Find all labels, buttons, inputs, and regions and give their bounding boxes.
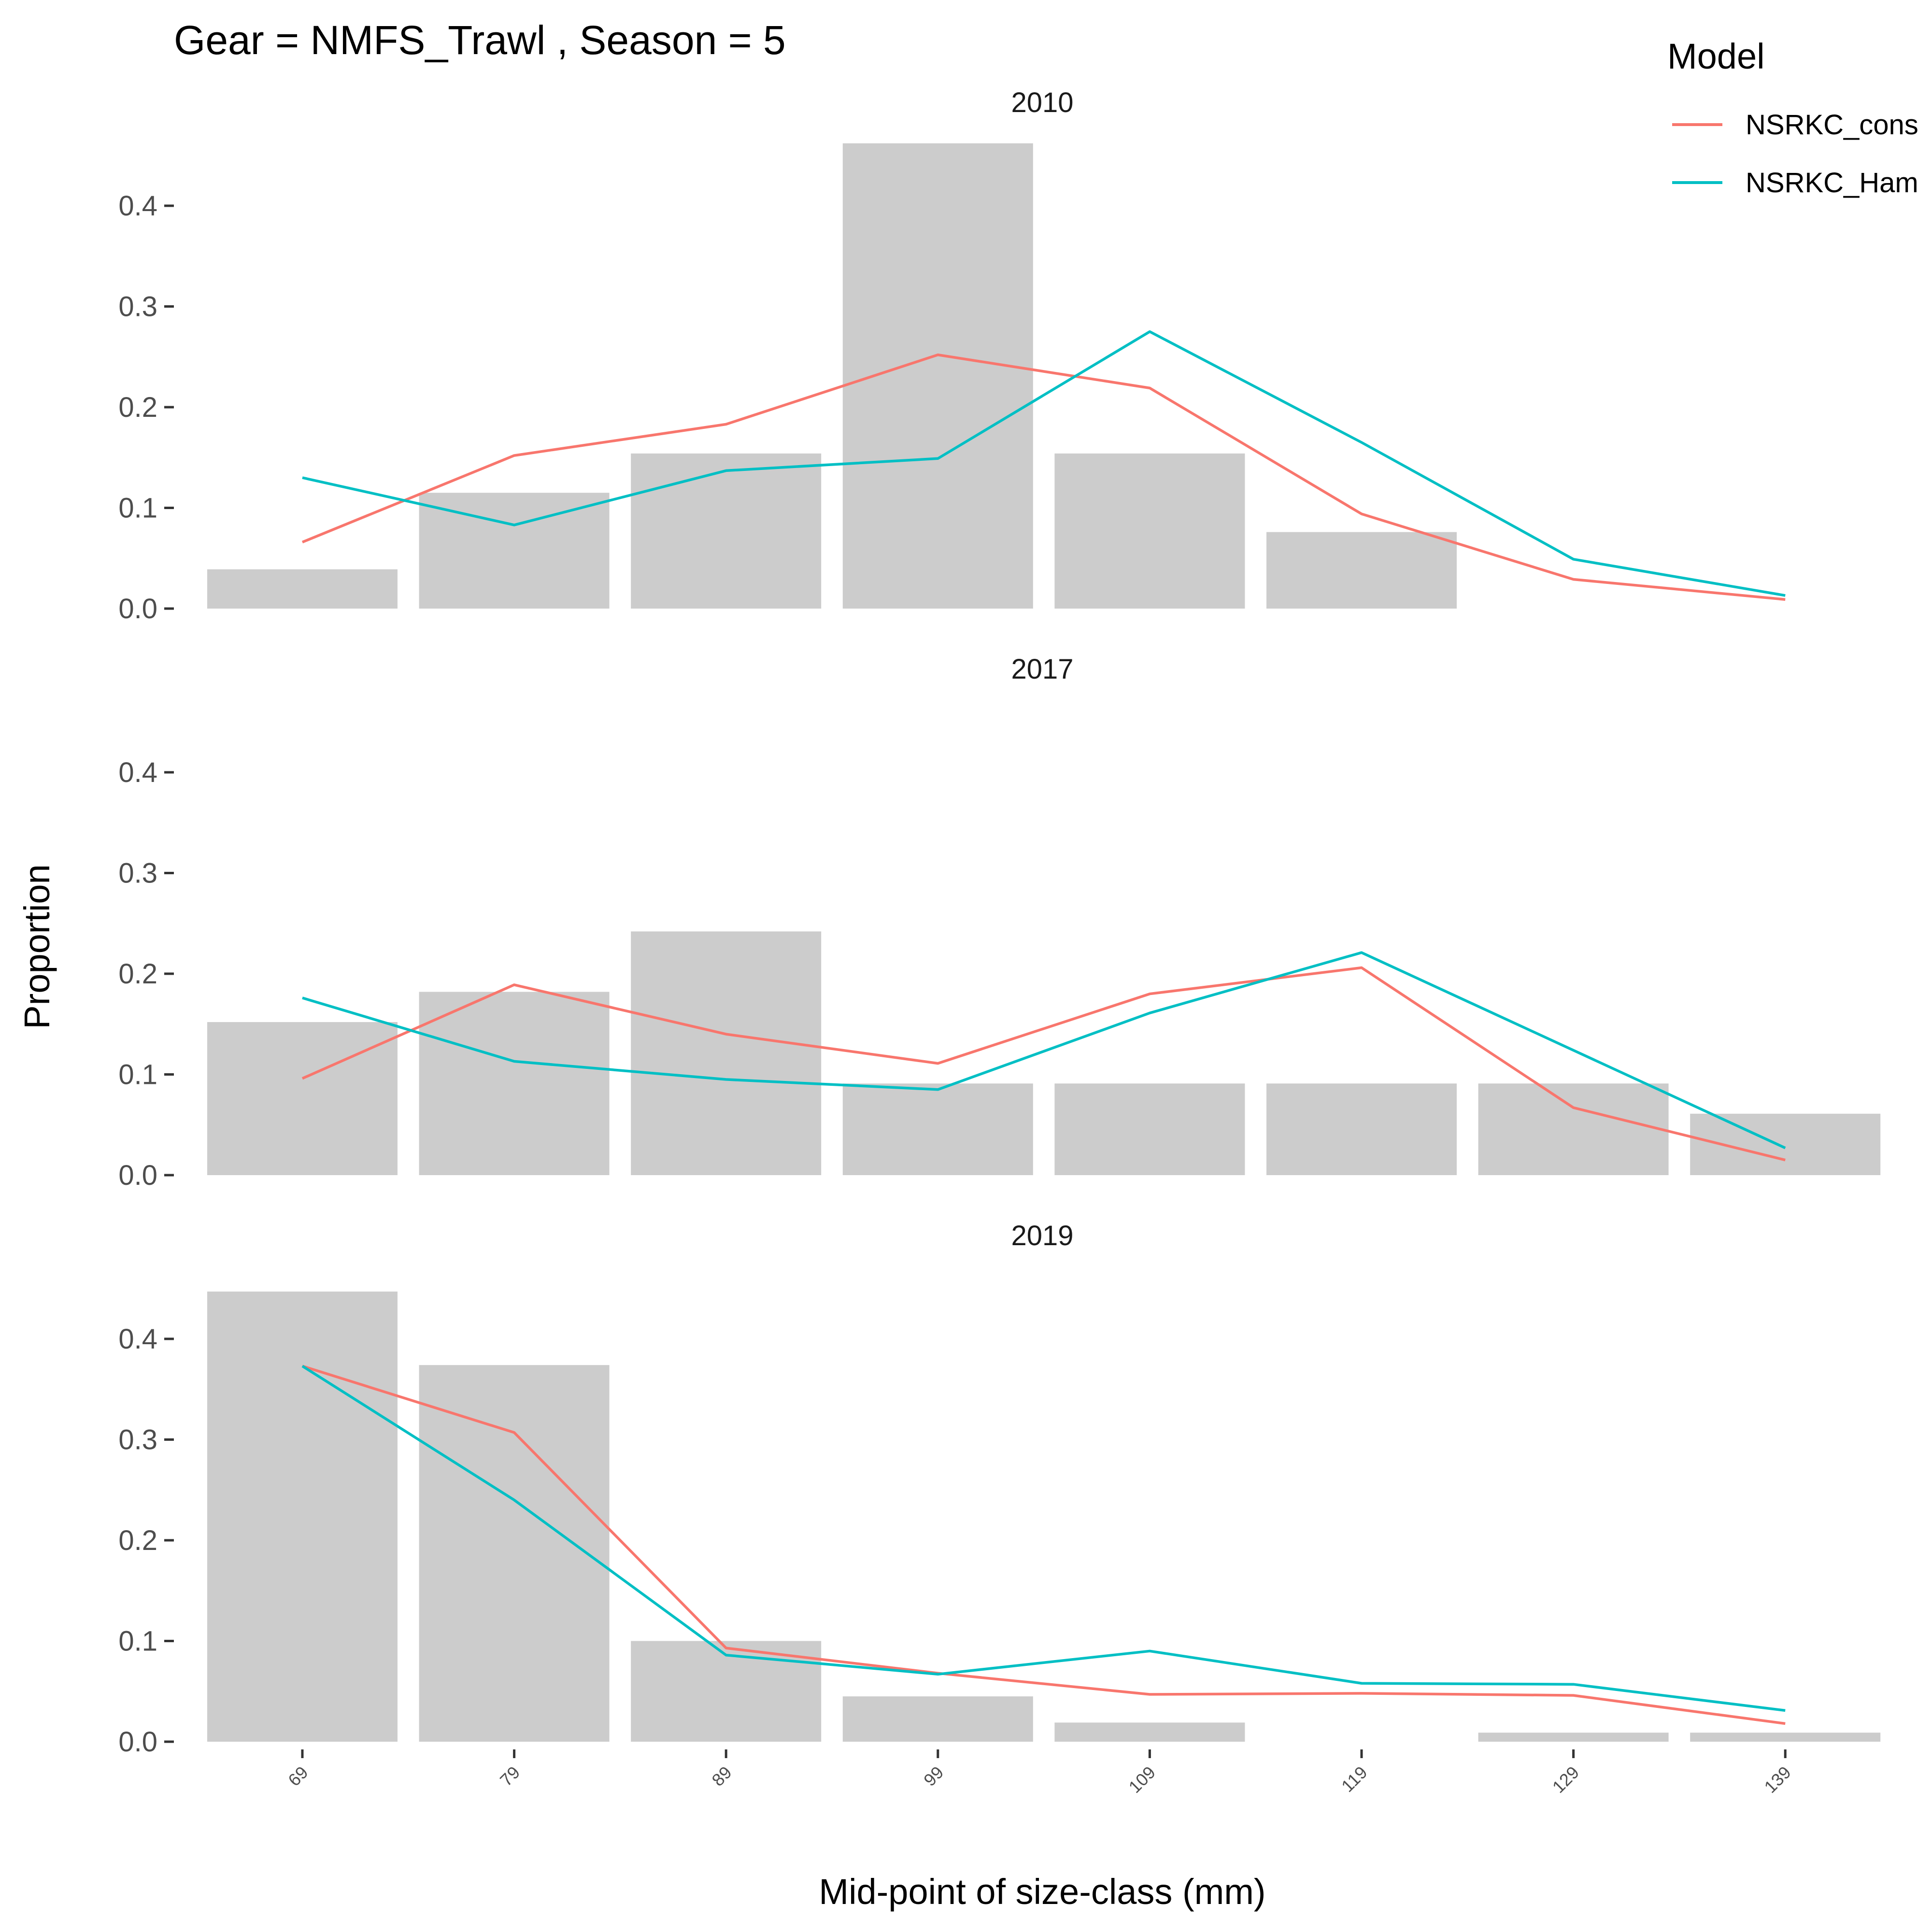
bar-69	[207, 569, 398, 609]
legend-label: NSRKC_Ham	[1746, 167, 1918, 199]
chart-title: Gear = NMFS_Trawl , Season = 5	[174, 17, 786, 63]
y-tick-label: 0.2	[118, 958, 157, 990]
bar-99	[842, 1083, 1033, 1175]
bar-129	[1478, 1083, 1669, 1175]
series-line-NSRKC_Ham	[302, 951, 1786, 1150]
bar-99	[842, 1696, 1033, 1742]
panel-label: 2010	[1011, 87, 1073, 118]
bar-109	[1054, 1083, 1245, 1175]
bar-139	[1690, 1733, 1881, 1742]
y-tick-label: 0.0	[118, 1726, 157, 1758]
bar-109	[1054, 1722, 1245, 1742]
x-tick-label: 109	[1125, 1762, 1159, 1797]
series-line-NSRKC_cons	[301, 353, 1786, 601]
y-tick-label: 0.4	[118, 1323, 157, 1355]
x-axis: 69 79 89 99 109 119 129 139	[284, 1749, 1795, 1797]
y-tick-label: 0.2	[118, 392, 157, 423]
panels: 20100.00.10.20.30.420170.00.10.20.30.420…	[118, 87, 1881, 1758]
bar-119	[1266, 532, 1457, 609]
y-tick-label: 0.0	[118, 593, 157, 625]
y-tick-label: 0.3	[118, 291, 157, 323]
legend: Model NSRKC_cons NSRKC_Ham	[1667, 36, 1918, 199]
legend-title: Model	[1667, 36, 1765, 76]
y-tick-label: 0.4	[118, 757, 157, 788]
bar-79	[419, 992, 610, 1175]
panel-2017: 2017 0.0 0.1 0.2 0.3 0.4	[118, 653, 1881, 1191]
bar-129	[1478, 1733, 1669, 1742]
panel-label: 2019	[1011, 1220, 1073, 1251]
bar-89	[631, 453, 822, 609]
y-tick-label: 0.1	[118, 1626, 157, 1657]
x-tick-label: 99	[920, 1762, 947, 1790]
series-line-NSRKC_Ham	[302, 330, 1786, 597]
bar-79	[419, 1365, 610, 1742]
x-axis-title: Mid-point of size-class (mm)	[819, 1872, 1265, 1912]
x-tick-label: 139	[1760, 1762, 1794, 1797]
x-tick-label: 79	[496, 1762, 524, 1790]
bar-89	[631, 931, 822, 1175]
x-tick-label: 129	[1548, 1762, 1583, 1797]
bar-69	[207, 1292, 398, 1742]
x-tick-label: 69	[284, 1762, 312, 1790]
x-tick-label: 89	[708, 1762, 736, 1790]
panel-label: 2017	[1011, 653, 1073, 685]
series-line-NSRKC_cons	[302, 1364, 1786, 1725]
bar-119	[1266, 1083, 1457, 1175]
y-tick-label: 0.3	[118, 1424, 157, 1456]
y-tick-label: 0.1	[118, 1059, 157, 1091]
y-axis-title: Proportion	[17, 864, 57, 1029]
y-tick-label: 0.2	[118, 1525, 157, 1556]
bar-109	[1054, 453, 1245, 609]
panel-2019: 2019 0.0 0.1 0.2 0.3 0.4	[118, 1220, 1881, 1758]
y-tick-label: 0.3	[118, 858, 157, 889]
legend-label: NSRKC_cons	[1746, 109, 1918, 141]
series-line-NSRKC_Ham	[301, 1364, 1786, 1712]
y-tick-label: 0.1	[118, 493, 157, 524]
y-tick-label: 0.0	[118, 1160, 157, 1191]
panel-2010: 2010 0.0 0.1 0.2 0.3 0.4	[118, 87, 1786, 625]
x-tick-label: 119	[1337, 1762, 1371, 1796]
bar-69	[207, 1022, 398, 1175]
series-line-NSRKC_cons	[301, 966, 1786, 1162]
bar-89	[631, 1641, 822, 1742]
y-tick-label: 0.4	[118, 190, 157, 222]
